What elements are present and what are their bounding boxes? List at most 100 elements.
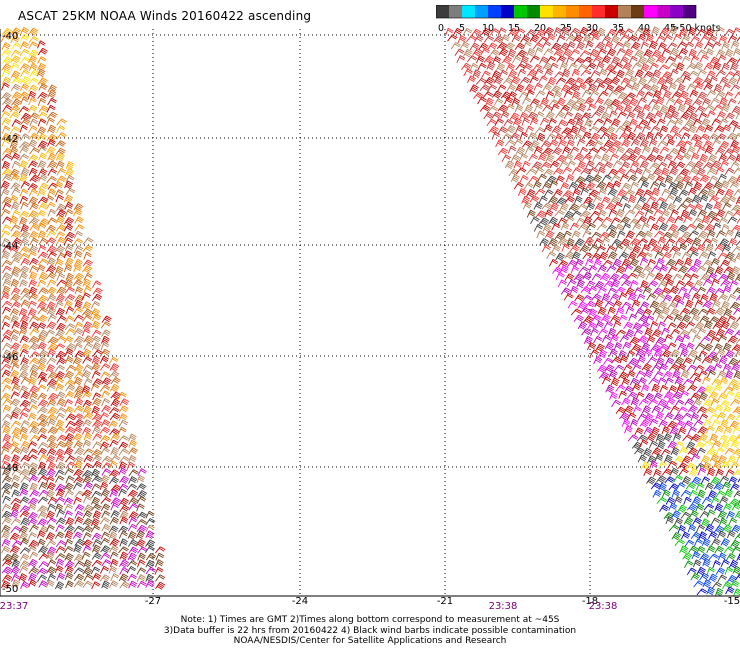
wind-barb — [553, 167, 564, 175]
wind-barb — [702, 259, 713, 267]
wind-barb — [11, 474, 21, 483]
wind-barb — [136, 496, 147, 504]
wind-barb — [55, 194, 64, 203]
wind-barb — [685, 161, 696, 168]
wind-barb — [10, 391, 20, 400]
wind-barb — [632, 105, 643, 113]
wind-barb — [602, 259, 613, 267]
wind-barb — [688, 349, 698, 358]
wind-barb — [593, 238, 603, 246]
wind-barb — [720, 559, 730, 567]
wind-barb — [640, 41, 649, 50]
wind-barb — [38, 182, 49, 190]
wind-barb — [688, 48, 698, 58]
wind-barb — [671, 532, 682, 541]
wind-barb — [101, 523, 111, 532]
wind-barb — [724, 48, 734, 58]
wind-barb — [1, 580, 11, 589]
wind-barb — [641, 342, 651, 352]
wind-barb — [46, 307, 57, 316]
wind-barb — [82, 518, 93, 527]
wind-barb — [622, 341, 632, 350]
wind-barb — [638, 398, 650, 406]
wind-barb — [11, 427, 22, 436]
wind-barb — [697, 426, 708, 435]
wind-barb — [2, 97, 13, 106]
wind-barb — [546, 175, 557, 184]
wind-barb — [593, 140, 604, 149]
wind-barb — [64, 553, 74, 562]
wind-barb — [11, 579, 21, 589]
wind-barb — [72, 433, 83, 442]
wind-barb — [91, 449, 102, 458]
wind-barb — [73, 376, 83, 386]
wind-barb — [472, 69, 481, 78]
wind-barb — [28, 217, 40, 226]
wind-barb — [28, 125, 38, 134]
wind-barb — [594, 41, 606, 50]
wind-barb — [557, 237, 568, 246]
wind-barb — [597, 264, 608, 273]
wind-barb — [621, 120, 632, 129]
wind-barb — [629, 258, 640, 267]
wind-barb — [645, 315, 655, 324]
wind-barb — [655, 216, 666, 224]
wind-barb — [680, 531, 691, 540]
wind-barb — [28, 97, 37, 106]
wind-barb — [696, 524, 706, 533]
wind-barb — [627, 35, 638, 42]
wind-barb — [82, 545, 92, 553]
wind-barb — [688, 112, 698, 121]
wind-barb — [635, 348, 646, 357]
wind-barb — [573, 314, 584, 323]
wind-barb — [36, 413, 48, 422]
legend-swatch — [579, 5, 592, 18]
wind-barb — [656, 118, 666, 127]
wind-barb — [45, 579, 55, 588]
wind-barb — [707, 490, 717, 499]
wind-barb — [692, 356, 702, 364]
wind-barb — [20, 118, 31, 126]
wind-barb — [10, 509, 19, 519]
wind-barb — [656, 77, 667, 86]
wind-barb — [47, 160, 58, 169]
wind-barb — [608, 90, 619, 98]
wind-barb — [29, 425, 40, 435]
wind-barb — [474, 34, 484, 43]
wind-barb — [670, 209, 679, 218]
wind-barb — [697, 230, 709, 239]
wind-barb — [574, 77, 584, 85]
wind-barb — [618, 132, 629, 140]
wind-barb — [526, 209, 536, 218]
wind-barb — [73, 328, 84, 336]
wind-barb — [618, 153, 630, 162]
wind-barb — [46, 517, 57, 525]
wind-barb — [1, 138, 11, 147]
wind-barb — [676, 321, 687, 330]
wind-barb — [734, 252, 740, 261]
wind-barb — [554, 133, 564, 142]
wind-barb — [629, 336, 640, 345]
wind-barb — [647, 118, 657, 127]
wind-barb — [688, 489, 698, 498]
wind-barb — [719, 160, 729, 169]
wind-barb — [547, 77, 557, 86]
wind-barb — [63, 447, 74, 456]
wind-barb — [687, 187, 697, 196]
wind-barb — [65, 475, 75, 484]
wind-barb — [563, 89, 573, 98]
wind-barb — [645, 131, 655, 140]
wind-barb — [637, 413, 648, 421]
wind-barb — [733, 189, 740, 197]
wind-barb — [631, 343, 642, 352]
wind-barb — [37, 496, 49, 504]
wind-barb — [47, 217, 57, 225]
wind-barb — [46, 279, 57, 288]
wind-barb — [118, 441, 129, 450]
wind-barb — [639, 301, 650, 309]
wind-barb — [708, 175, 719, 184]
wind-barb — [696, 28, 707, 36]
wind-barb — [624, 209, 636, 217]
wind-barb — [655, 293, 666, 301]
wind-barb — [128, 497, 139, 505]
